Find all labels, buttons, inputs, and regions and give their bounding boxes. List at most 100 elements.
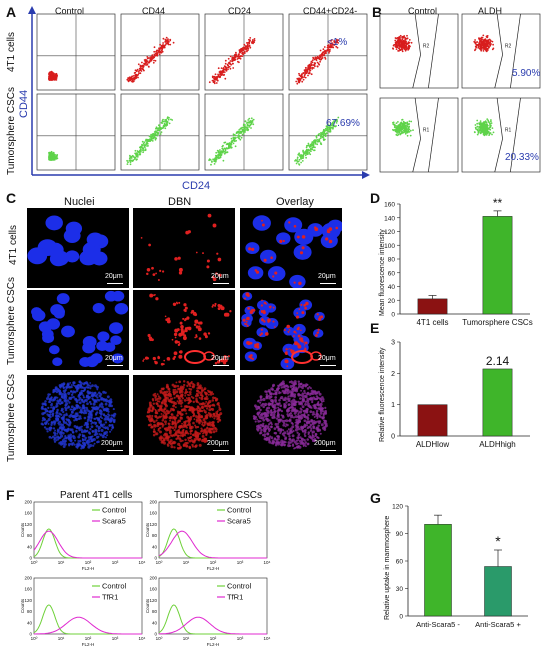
y-tick-label: 0 — [399, 614, 403, 621]
gate-label: R2 — [505, 43, 512, 49]
scale-bar — [213, 450, 229, 451]
bar — [418, 299, 447, 314]
bar — [483, 216, 512, 314]
x-tick-label: 10² — [85, 560, 92, 565]
bar — [425, 524, 452, 616]
y-tick-label: 200 — [24, 576, 32, 581]
y-tick-label: 200 — [149, 500, 157, 505]
x-tick-label: 10⁰ — [31, 560, 38, 565]
y-tick-label: 1 — [391, 402, 395, 409]
annotation-67: 67.69% — [326, 118, 360, 129]
scale-bar — [107, 450, 123, 451]
y-tick-label: 60 — [396, 559, 404, 566]
x-axis-label: FL2-H — [207, 642, 220, 647]
x-tick-label: 10⁴ — [264, 560, 271, 565]
y-tick-label: 90 — [396, 531, 404, 538]
scale-bar-label: 20μm — [318, 273, 336, 280]
scale-bar — [107, 365, 123, 366]
significance-annotation: 2.14 — [486, 354, 510, 368]
x-tick-label: 10⁰ — [31, 636, 38, 641]
y-tick-label: 3 — [391, 340, 395, 347]
d-ylabel: Mean fluorescence intensity — [379, 229, 386, 316]
c-col-dbn: DBN — [168, 196, 191, 208]
bar — [418, 405, 447, 436]
bar — [483, 369, 512, 436]
y-tick-label: 80 — [27, 533, 33, 538]
y-tick-label: 160 — [384, 202, 395, 209]
legend-label: Scara5 — [102, 517, 126, 526]
legend-label: Control — [102, 506, 127, 515]
legend-label: Control — [102, 582, 127, 591]
e-ylabel: Relative fluorescence intensity — [379, 347, 386, 442]
y-tick-label: 30 — [396, 586, 404, 593]
x-tick-label: 10³ — [112, 636, 119, 641]
y-tick-label: 200 — [149, 576, 157, 581]
y-tick-label: 80 — [152, 533, 158, 538]
c-row-4t1: 4T1 cells — [8, 225, 19, 265]
category-label: ALDHhigh — [479, 440, 515, 449]
x-tick-label: 10² — [210, 636, 217, 641]
flow-cytometry-grid-a — [0, 0, 370, 190]
y-tick-label: 80 — [27, 609, 33, 614]
y-tick-label: 160 — [24, 511, 32, 516]
x-tick-label: 10² — [85, 636, 92, 641]
scale-bar — [213, 365, 229, 366]
scale-bar-label: 20μm — [105, 273, 123, 280]
y-tick-label: 120 — [149, 522, 157, 527]
category-label: Anti-Scara5 - — [416, 620, 460, 629]
legend-label: Control — [227, 582, 252, 591]
x-axis-label: FL2-H — [82, 566, 95, 571]
significance-annotation: ** — [493, 196, 503, 210]
scale-bar-label: 20μm — [105, 355, 123, 362]
gating-plot-frame — [380, 98, 458, 172]
x-tick-label: 10⁴ — [264, 636, 271, 641]
y-tick-label: 160 — [149, 511, 157, 516]
y-tick-label: 2 — [391, 371, 395, 378]
panel-label-c: C — [6, 190, 16, 206]
x-axis-label: FL2-H — [207, 566, 220, 571]
scale-bar-label: 200μm — [207, 440, 229, 447]
y-axis-label: Counts — [145, 598, 150, 613]
y-tick-label: 40 — [152, 544, 158, 549]
scale-bar — [320, 283, 336, 284]
gating-plot-frame — [380, 14, 458, 88]
annotation-20-33: 20.33% — [505, 152, 539, 163]
annotation-lt1: <1% — [327, 37, 347, 48]
legend-label: Scara5 — [227, 517, 251, 526]
c-row-tumorsphere-1: Tumorsphere CSCs — [6, 277, 17, 365]
scale-bar-label: 20μm — [318, 355, 336, 362]
category-label: 4T1 cells — [416, 318, 448, 327]
y-tick-label: 160 — [149, 587, 157, 592]
c-col-overlay: Overlay — [276, 196, 314, 208]
x-tick-label: 10¹ — [58, 560, 65, 565]
scale-bar — [320, 365, 336, 366]
y-tick-label: 0 — [391, 434, 395, 441]
x-tick-label: 10³ — [237, 636, 244, 641]
scale-bar-label: 200μm — [314, 440, 336, 447]
y-tick-label: 80 — [152, 609, 158, 614]
gate-label: R1 — [423, 127, 430, 133]
legend-label: Control — [227, 506, 252, 515]
y-tick-label: 40 — [27, 544, 33, 549]
gate-label: R1 — [505, 127, 512, 133]
scale-bar — [320, 450, 336, 451]
x-tick-label: 10¹ — [183, 560, 190, 565]
y-tick-label: 60 — [388, 270, 396, 277]
x-tick-label: 10² — [210, 560, 217, 565]
scale-bar-label: 200μm — [101, 440, 123, 447]
legend-label: TfR1 — [227, 593, 243, 602]
y-tick-label: 200 — [24, 500, 32, 505]
y-tick-label: 120 — [24, 598, 32, 603]
scale-bar — [213, 283, 229, 284]
y-tick-label: 40 — [152, 620, 158, 625]
y-axis-label: Counts — [20, 522, 25, 537]
legend-label: TfR1 — [102, 593, 118, 602]
c-row-tumorsphere-2: Tumorsphere CSCs — [6, 374, 17, 462]
gate-label: R2 — [423, 43, 430, 49]
x-tick-label: 10³ — [237, 560, 244, 565]
y-tick-label: 120 — [24, 522, 32, 527]
